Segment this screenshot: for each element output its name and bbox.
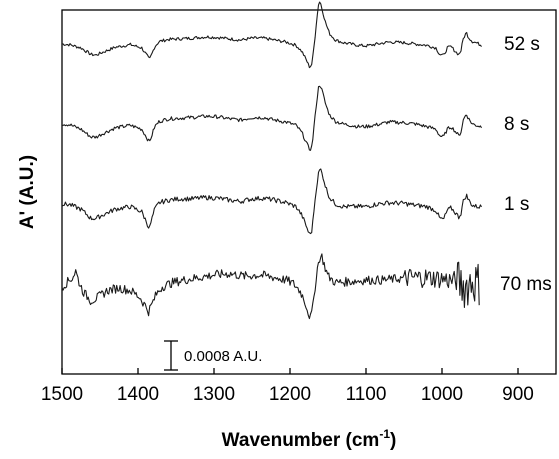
series-label-1: 8 s: [504, 114, 529, 135]
x-axis-label: Wavenumber (cm-1): [222, 427, 397, 451]
x-tick-label: 1300: [193, 384, 235, 405]
series-trace-3: [61, 253, 480, 320]
scale-bar-label: 0.0008 A.U.: [184, 348, 262, 365]
series-trace-1: [61, 85, 482, 151]
scale-bar: 0.0008 A.U.: [164, 340, 262, 371]
x-tick-label: 1500: [41, 384, 83, 405]
x-axis-label-main: Wavenumber (cm: [222, 430, 380, 451]
x-axis-ticks: 1500 1400 1300 1200 1100 1000 900: [41, 368, 534, 405]
series-trace-2: [61, 168, 482, 235]
series-traces: [61, 1, 482, 320]
x-tick-label: 1000: [421, 384, 463, 405]
y-axis-label: A' (A.U.): [17, 155, 38, 229]
x-axis-label-sup: -1: [379, 427, 390, 441]
series-labels: 52 s 8 s 1 s 70 ms: [500, 34, 552, 295]
x-tick-label: 1100: [346, 384, 387, 405]
plot-frame: [61, 9, 557, 375]
x-axis-label-close: ): [390, 430, 396, 451]
x-tick-label: 1400: [117, 384, 159, 405]
series-trace-0: [61, 1, 482, 69]
series-label-0: 52 s: [504, 34, 540, 55]
series-label-3: 70 ms: [500, 274, 552, 295]
x-tick-label: 1200: [269, 384, 311, 405]
x-tick-label: 900: [502, 384, 534, 405]
series-label-2: 1 s: [504, 194, 529, 215]
